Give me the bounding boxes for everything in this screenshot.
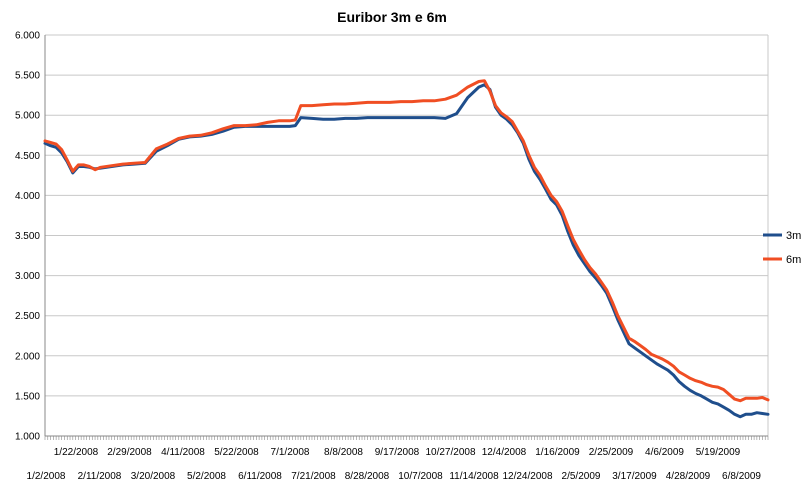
y-axis-ticks: 1.000 1.500 2.000 2.500 3.000 3.500 4.000 4.500… bbox=[15, 31, 40, 443]
x-tick-label-lower: 3/20/2008 bbox=[131, 471, 176, 482]
x-tick-label-lower: 1/2/2008 bbox=[27, 471, 66, 482]
x-tick-label-upper: 2/29/2008 bbox=[107, 447, 152, 458]
series-line-6m bbox=[43, 79, 770, 403]
x-tick-label-lower: 2/5/2009 bbox=[562, 471, 601, 482]
x-tick-label-lower: 5/2/2008 bbox=[187, 471, 226, 482]
chart-title: Euribor 3m e 6m bbox=[337, 9, 447, 25]
x-tick-label-lower: 12/24/2008 bbox=[502, 471, 552, 482]
x-tick-label-upper: 8/8/2008 bbox=[324, 447, 363, 458]
y-tick-label: 5.000 bbox=[15, 111, 40, 122]
x-tick-label-upper: 10/27/2008 bbox=[425, 447, 475, 458]
y-tick-label: 4.500 bbox=[15, 151, 40, 162]
x-tick-label-lower: 7/21/2008 bbox=[291, 471, 336, 482]
x-tick-label-upper: 9/17/2008 bbox=[375, 447, 420, 458]
x-tick-label-lower: 4/28/2009 bbox=[666, 471, 711, 482]
x-tick-label-lower: 6/11/2008 bbox=[238, 471, 282, 482]
y-tick-label: 2.000 bbox=[15, 351, 40, 362]
x-tick-label-upper: 12/4/2008 bbox=[482, 447, 527, 458]
x-tick-label-lower: 11/14/2008 bbox=[449, 471, 499, 482]
x-tick-label-upper: 1/22/2008 bbox=[54, 447, 99, 458]
x-tick-label-upper: 5/19/2009 bbox=[696, 447, 741, 458]
x-tick-label-upper: 7/1/2008 bbox=[271, 447, 310, 458]
series-line-3m bbox=[43, 83, 770, 419]
grid-lines bbox=[44, 34, 769, 437]
legend-label-3m: 3m bbox=[786, 230, 801, 242]
y-tick-label: 5.500 bbox=[15, 71, 40, 82]
legend-label-6m: 6m bbox=[786, 254, 801, 266]
x-tick-label-upper: 1/16/2009 bbox=[535, 447, 580, 458]
x-tick-label-lower: 8/28/2008 bbox=[345, 471, 390, 482]
y-tick-label: 3.000 bbox=[15, 271, 40, 282]
series-lines bbox=[43, 79, 770, 419]
x-tick-label-upper: 5/22/2008 bbox=[214, 447, 259, 458]
y-tick-label: 6.000 bbox=[15, 31, 40, 42]
x-tick-label-upper: 4/6/2009 bbox=[645, 447, 684, 458]
x-tick-label-lower: 10/7/2008 bbox=[398, 471, 443, 482]
x-tick-label-lower: 3/17/2009 bbox=[612, 471, 657, 482]
y-tick-label: 3.500 bbox=[15, 231, 40, 242]
x-axis-ticks: 1/22/2008 2/29/2008 4/11/2008 5/22/2008 7/1/… bbox=[27, 436, 769, 482]
y-tick-label: 4.000 bbox=[15, 191, 40, 202]
legend: 3m 6m bbox=[763, 230, 801, 266]
y-tick-label: 1.000 bbox=[15, 432, 40, 443]
y-tick-label: 1.500 bbox=[15, 391, 40, 402]
y-tick-label: 2.500 bbox=[15, 311, 40, 322]
x-tick-label-lower: 6/8/2009 bbox=[722, 471, 761, 482]
x-tick-label-upper: 2/25/2009 bbox=[589, 447, 634, 458]
x-tick-label-lower: 2/11/2008 bbox=[78, 471, 122, 482]
x-tick-label-upper: 4/11/2008 bbox=[161, 447, 205, 458]
